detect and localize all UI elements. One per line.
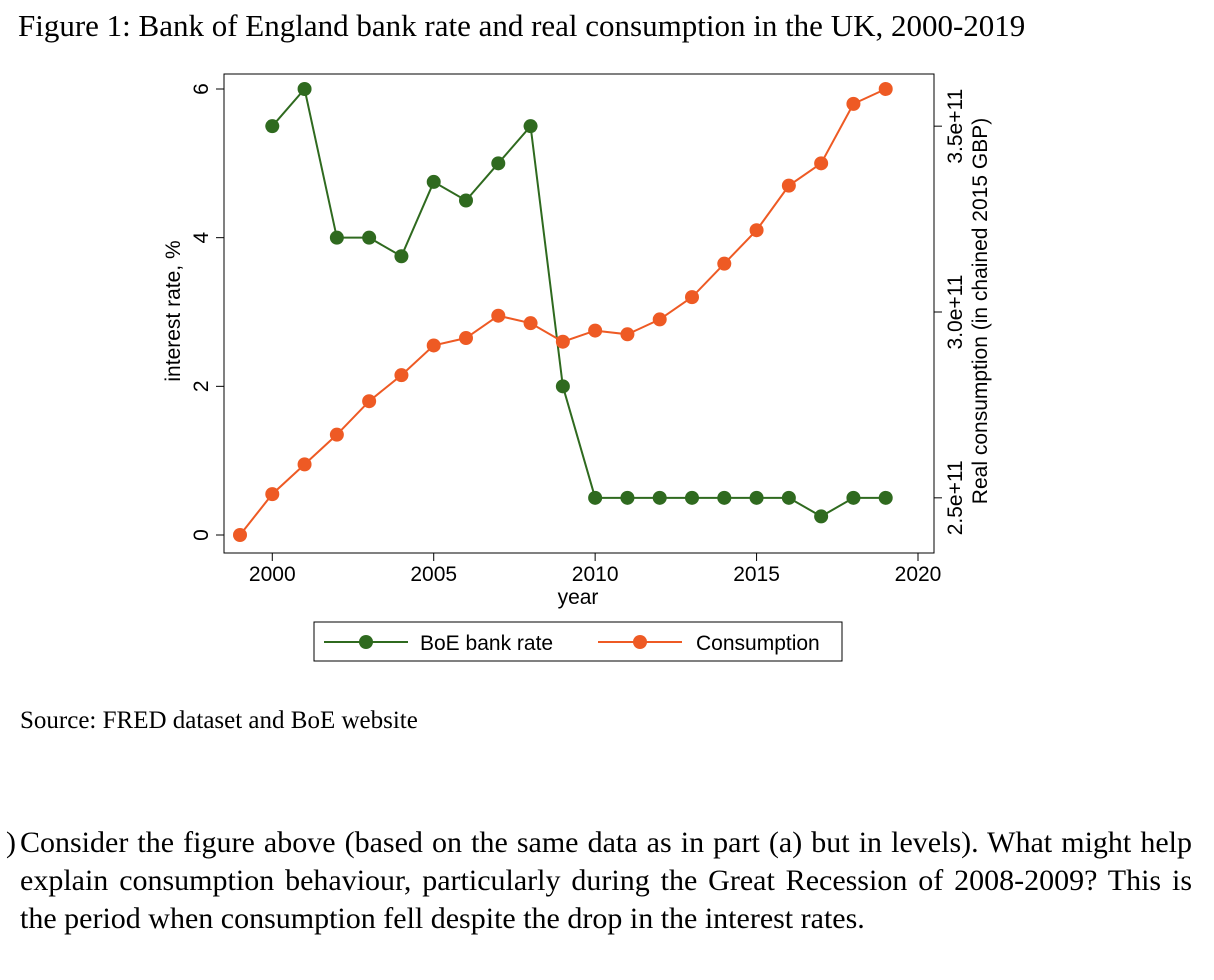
y-right-tick-label: 3.5e+11 (944, 89, 967, 164)
question-body: Consider the figure above (based on the … (20, 826, 1192, 935)
point-bank-rate (588, 490, 603, 505)
point-bank-rate (491, 156, 506, 171)
point-bank-rate (814, 509, 829, 524)
point-bank-rate (523, 119, 538, 134)
y-right-axis-label: Real consumption (in chained 2015 GBP) (969, 118, 992, 504)
point-bank-rate (652, 490, 667, 505)
point-consumption (781, 178, 796, 193)
point-consumption (523, 316, 538, 331)
y-right-tick-label: 2.5e+11 (944, 460, 967, 535)
series-line-consumption (239, 88, 887, 536)
x-tick-label: 2015 (733, 563, 780, 586)
legend-marker-bank-rate (359, 635, 373, 649)
point-bank-rate (297, 82, 312, 96)
point-consumption (265, 487, 280, 502)
point-consumption (685, 290, 699, 305)
question-marker: ) (6, 826, 16, 859)
point-bank-rate (781, 490, 796, 505)
point-bank-rate (362, 230, 377, 245)
series-line-bank-rate (271, 86, 886, 518)
chart: 2000 2005 2010 2015 2020 0 2 4 6 2.5e+11 3.0e+11 3.… (162, 73, 992, 662)
legend-marker-consumption (633, 635, 647, 649)
point-consumption (846, 96, 861, 111)
point-bank-rate (878, 490, 893, 505)
y-left-tick-label: 6 (190, 83, 213, 95)
point-consumption (878, 82, 893, 96)
x-axis-label: year (558, 586, 599, 609)
point-consumption (814, 156, 829, 171)
y-left-tick-label: 2 (190, 380, 213, 392)
y-left-axis-label: interest rate, % (162, 240, 185, 381)
point-consumption (620, 327, 635, 342)
point-bank-rate (265, 119, 280, 134)
point-consumption (491, 308, 506, 323)
legend: BoE bank rate Consumption (313, 621, 843, 662)
point-consumption (459, 331, 473, 346)
x-tick-label: 2000 (249, 563, 296, 586)
point-bank-rate (555, 379, 570, 394)
point-bank-rate (749, 490, 764, 505)
y-right-tick-label: 3.0e+11 (944, 275, 967, 350)
source-note: Source: FRED dataset and BoE website (20, 707, 418, 734)
point-bank-rate (329, 230, 344, 245)
point-bank-rate (394, 249, 409, 264)
legend-label-bank-rate: BoE bank rate (420, 632, 553, 655)
point-consumption (233, 528, 247, 542)
point-consumption (426, 338, 441, 353)
point-consumption (717, 256, 732, 271)
point-consumption (329, 427, 344, 442)
plot-frame (223, 73, 935, 554)
point-bank-rate (846, 490, 861, 505)
y-left-tick-label: 4 (190, 232, 213, 244)
point-consumption (394, 368, 409, 383)
point-consumption (362, 394, 377, 409)
x-tick-label: 2005 (410, 563, 457, 586)
point-consumption (555, 334, 570, 349)
point-bank-rate (620, 490, 635, 505)
x-tick-label: 2020 (895, 563, 942, 586)
point-consumption (297, 457, 312, 472)
point-consumption (588, 323, 603, 338)
point-consumption (749, 223, 764, 238)
y-left-tick-label: 0 (190, 529, 213, 541)
point-bank-rate (459, 193, 473, 208)
x-tick-label: 2010 (572, 563, 619, 586)
legend-label-consumption: Consumption (696, 632, 820, 655)
question-text: ) Consider the figure above (based on th… (6, 824, 1192, 938)
point-bank-rate (685, 490, 699, 505)
point-consumption (652, 312, 667, 327)
point-bank-rate (426, 174, 441, 189)
point-bank-rate (717, 490, 732, 505)
figure-title: Figure 1: Bank of England bank rate and … (18, 8, 1026, 43)
